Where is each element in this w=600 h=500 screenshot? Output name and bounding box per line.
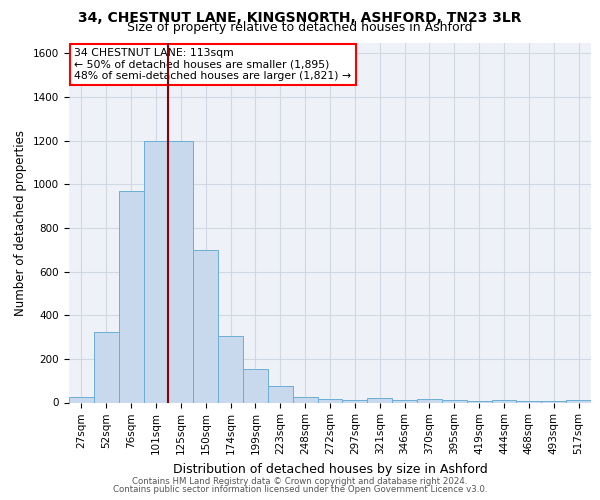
Bar <box>293 397 317 402</box>
Bar <box>566 400 591 402</box>
X-axis label: Distribution of detached houses by size in Ashford: Distribution of detached houses by size … <box>173 462 487 475</box>
Bar <box>243 368 268 402</box>
Bar <box>218 336 243 402</box>
Text: Size of property relative to detached houses in Ashford: Size of property relative to detached ho… <box>127 21 473 34</box>
Bar <box>317 399 343 402</box>
Text: 34 CHESTNUT LANE: 113sqm
← 50% of detached houses are smaller (1,895)
48% of sem: 34 CHESTNUT LANE: 113sqm ← 50% of detach… <box>74 48 352 81</box>
Text: Contains public sector information licensed under the Open Government Licence v3: Contains public sector information licen… <box>113 485 487 494</box>
Bar <box>69 397 94 402</box>
Bar <box>367 398 392 402</box>
Bar <box>193 250 218 402</box>
Bar <box>119 191 143 402</box>
Text: 34, CHESTNUT LANE, KINGSNORTH, ASHFORD, TN23 3LR: 34, CHESTNUT LANE, KINGSNORTH, ASHFORD, … <box>78 11 522 25</box>
Bar <box>442 400 467 402</box>
Bar <box>417 399 442 402</box>
Bar <box>268 386 293 402</box>
Bar <box>343 400 367 402</box>
Text: Contains HM Land Registry data © Crown copyright and database right 2024.: Contains HM Land Registry data © Crown c… <box>132 477 468 486</box>
Bar <box>491 400 517 402</box>
Bar <box>94 332 119 402</box>
Y-axis label: Number of detached properties: Number of detached properties <box>14 130 28 316</box>
Bar <box>143 140 169 402</box>
Bar <box>392 400 417 402</box>
Bar <box>169 140 193 402</box>
